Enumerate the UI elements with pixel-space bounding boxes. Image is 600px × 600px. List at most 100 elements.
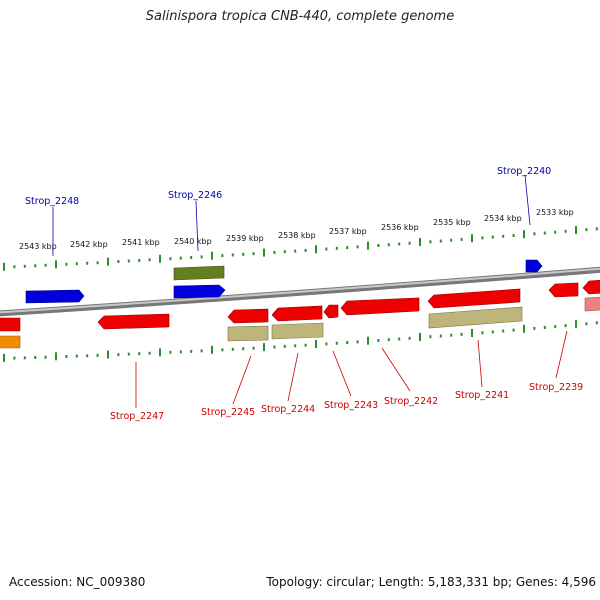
gene-strop-2244[interactable] (271, 305, 323, 322)
major-tick (367, 336, 369, 345)
label-strop-2239[interactable]: Strop_2239 (529, 382, 583, 393)
minor-tick (86, 261, 89, 265)
map-title: Salinispora tropica CNB-440, complete ge… (145, 9, 455, 24)
major-tick (55, 352, 57, 361)
feature-strop-2245-b[interactable] (227, 325, 269, 342)
scale-label: 2540 kbp (174, 237, 212, 246)
minor-tick (429, 240, 432, 244)
minor-tick (346, 246, 349, 250)
minor-tick (325, 247, 328, 251)
minor-tick (221, 254, 224, 258)
gene-strop-2240[interactable] (525, 259, 543, 273)
gene-strop-2243[interactable] (323, 304, 339, 319)
scale-labels: 2543 kbp 2542 kbp 2541 kbp 2540 kbp 2539… (19, 208, 574, 251)
minor-tick (148, 351, 151, 355)
forward-labels: Strop_2248 Strop_2246 Strop_2240 (25, 166, 551, 256)
major-tick (471, 329, 473, 337)
minor-tick (148, 258, 151, 262)
scale-label: 2541 kbp (122, 238, 160, 247)
genome-backbone-highlight (0, 267, 600, 314)
minor-tick (429, 335, 432, 339)
major-tick (523, 324, 525, 333)
minor-tick (585, 228, 588, 232)
gene-strop-2245[interactable] (227, 308, 269, 324)
gene-strop-2248[interactable] (25, 289, 85, 304)
scale-label: 2536 kbp (381, 223, 419, 232)
minor-tick (450, 333, 453, 337)
feature-strop-2241-b[interactable] (428, 306, 523, 329)
gene-strop-2241[interactable] (427, 288, 521, 309)
gene-right-edge-light[interactable] (584, 296, 600, 312)
label-strop-2244[interactable]: Strop_2244 (261, 404, 315, 415)
minor-tick (117, 260, 120, 263)
minor-tick (460, 237, 463, 241)
label-strop-2245[interactable]: Strop_2245 (201, 407, 255, 418)
major-tick (159, 254, 161, 263)
minor-tick (387, 243, 390, 247)
minor-tick (34, 356, 37, 359)
label-strop-2247[interactable]: Strop_2247 (110, 411, 164, 422)
major-tick (263, 248, 265, 257)
major-tick (211, 251, 213, 260)
minor-tick (190, 349, 193, 353)
gene-right-edge[interactable] (582, 279, 600, 295)
minor-tick (398, 337, 401, 341)
minor-tick (65, 262, 68, 266)
minor-tick (304, 248, 307, 252)
minor-tick (502, 234, 505, 238)
minor-tick (13, 265, 16, 269)
minor-tick (439, 239, 442, 243)
minor-tick (44, 263, 47, 267)
feature-strop-2244-b[interactable] (271, 322, 324, 340)
minor-tick (543, 326, 546, 329)
label-strop-2240[interactable]: Strop_2240 (497, 166, 551, 177)
major-tick (419, 238, 421, 246)
minor-tick (564, 324, 567, 328)
minor-tick (460, 332, 463, 336)
minor-tick (179, 256, 182, 260)
minor-tick (169, 350, 172, 354)
minor-tick (554, 230, 557, 234)
minor-tick (190, 256, 193, 259)
minor-tick (481, 236, 484, 240)
minor-tick (96, 353, 99, 357)
minor-tick (13, 356, 16, 360)
label-strop-2242[interactable]: Strop_2242 (384, 396, 438, 407)
major-tick (471, 234, 473, 243)
major-tick (211, 345, 213, 354)
feature-strop-2246-rna[interactable] (173, 265, 225, 281)
gene-strop-2242[interactable] (340, 297, 420, 316)
minor-tick (564, 229, 567, 233)
gene-left-edge[interactable] (0, 317, 21, 332)
gene-strop-2247[interactable] (97, 313, 170, 330)
minor-tick (356, 340, 359, 344)
scale-label: 2533 kbp (536, 208, 574, 217)
minor-tick (252, 346, 255, 350)
minor-tick (294, 344, 297, 348)
minor-tick (127, 352, 130, 356)
minor-tick (221, 348, 224, 352)
minor-tick (533, 326, 536, 330)
major-tick (263, 343, 265, 352)
minor-tick (242, 347, 245, 351)
minor-tick (96, 261, 99, 265)
minor-tick (231, 253, 234, 257)
minor-tick (273, 345, 276, 349)
gene-strop-2246[interactable] (173, 284, 226, 299)
accession-text: Accession: NC_009380 (9, 575, 146, 589)
label-strop-2248[interactable]: Strop_2248 (25, 196, 79, 207)
minor-tick (346, 341, 349, 344)
label-strop-2246[interactable]: Strop_2246 (168, 190, 222, 201)
outer-tick-row (3, 226, 598, 271)
gene-strop-2239[interactable] (548, 282, 579, 298)
minor-tick (65, 355, 68, 358)
major-tick (107, 350, 109, 359)
minor-tick (377, 244, 380, 247)
scale-label: 2538 kbp (278, 231, 316, 240)
scale-label: 2535 kbp (433, 218, 471, 227)
feature-left-orange[interactable] (0, 335, 21, 349)
label-strop-2241[interactable]: Strop_2241 (455, 390, 509, 401)
minor-tick (283, 344, 286, 348)
label-strop-2243[interactable]: Strop_2243 (324, 400, 378, 411)
